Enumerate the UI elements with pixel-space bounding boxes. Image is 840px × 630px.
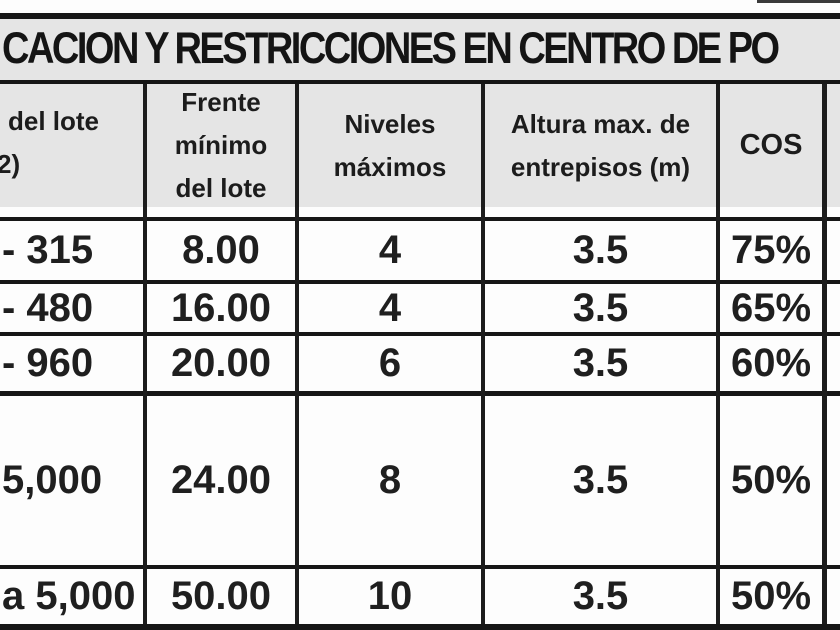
title-band-background [0, 19, 840, 80]
table-cell-cos: 75% [730, 228, 812, 272]
header-line: mínimo [174, 130, 268, 160]
table-bottom-border [0, 624, 840, 630]
table-cell-altura: 3.5 [572, 286, 629, 330]
table-cell-altura: 3.5 [572, 228, 629, 272]
cropped-content-sliver [757, 0, 840, 3]
table-cell-frente: 24.00 [170, 458, 272, 502]
header-line: máximos [333, 151, 447, 182]
table-cell-niveles: 6 [378, 341, 402, 385]
table-cell-cos: 50% [730, 574, 812, 618]
table-cell-lot-area: 5,000 [2, 458, 103, 502]
header-col-altura-max: Altura max. de entrepisos (m) [485, 84, 716, 207]
row-divider [0, 332, 840, 336]
table-top-border [0, 13, 840, 19]
table-cell-lot-area: a 5,000 [2, 574, 136, 618]
table-cell-lot-area: - 480 [2, 286, 94, 330]
header-line: entrepisos (m) [510, 151, 691, 182]
table-cell-altura: 3.5 [572, 341, 629, 385]
row-divider [0, 391, 840, 396]
table-cell-niveles: 4 [378, 228, 402, 272]
table-cell-niveles: 4 [378, 286, 402, 330]
table-cell-frente: 50.00 [170, 574, 272, 618]
header-col-lot-area-line1: del lote [8, 106, 100, 136]
header-line: del lote [175, 173, 267, 203]
title-bottom-border [0, 80, 840, 84]
page-title: CACION Y RESTRICCIONES EN CENTRO DE PO [2, 24, 780, 74]
row-divider [0, 280, 840, 284]
table-cell-frente: 16.00 [170, 286, 272, 330]
table-cell-frente: 8.00 [182, 228, 260, 272]
header-row-background [0, 84, 840, 207]
column-divider [716, 84, 720, 624]
column-divider [295, 84, 299, 624]
header-col-niveles-maximos: Niveles máximos [299, 84, 481, 207]
table-cell-altura: 3.5 [572, 574, 629, 618]
column-divider [481, 84, 485, 624]
header-col-cos: COS [720, 84, 822, 207]
header-col-frente-minimo: Frente mínimo del lote [147, 84, 295, 207]
header-line: Altura max. de [510, 108, 691, 139]
table-cell-frente: 20.00 [170, 341, 272, 385]
table-cell-altura: 3.5 [572, 458, 629, 502]
header-line: Frente [181, 87, 261, 117]
table-cell-cos: 60% [730, 341, 812, 385]
row-divider [0, 565, 840, 569]
table-cell-cos: 50% [730, 458, 812, 502]
header-line: COS [739, 129, 803, 161]
table-cell-lot-area: - 315 [2, 228, 94, 272]
table-cell-cos: 65% [730, 286, 812, 330]
table-cell-lot-area: - 960 [2, 341, 94, 385]
header-line: Niveles [344, 108, 436, 139]
column-divider [822, 84, 827, 624]
header-col-lot-area-line2: 2) [0, 149, 21, 179]
header-bottom-border [0, 217, 840, 221]
table-cell-niveles: 8 [378, 458, 402, 502]
column-divider [143, 84, 147, 624]
table-cell-niveles: 10 [367, 574, 413, 618]
